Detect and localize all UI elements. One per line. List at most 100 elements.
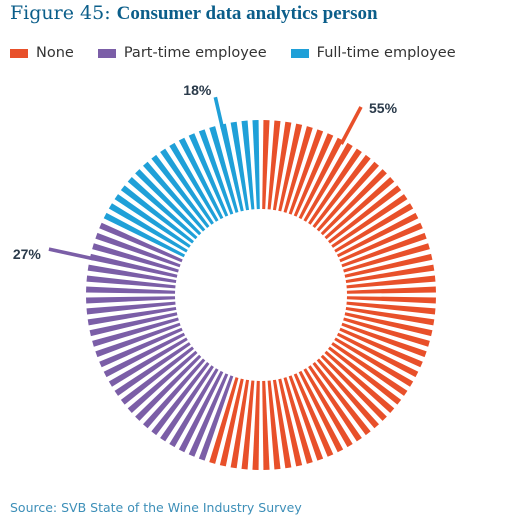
bar-part-time-employee xyxy=(188,373,229,457)
legend-item-part-time: Part-time employee xyxy=(97,45,267,61)
bar-full-time-employee xyxy=(127,177,198,240)
bar-none xyxy=(345,306,435,326)
bar-part-time-employee xyxy=(103,332,186,378)
bar-none xyxy=(344,312,433,337)
bar-full-time-employee xyxy=(108,203,188,253)
bar-part-time-employee xyxy=(92,243,179,273)
bar-none xyxy=(308,148,362,225)
bar-none xyxy=(341,322,427,358)
bar-none xyxy=(278,378,303,467)
bar-none xyxy=(272,121,292,211)
bar-full-time-employee xyxy=(120,185,194,244)
bar-part-time-employee xyxy=(86,301,176,315)
bar-none xyxy=(343,243,430,273)
bar-none xyxy=(241,380,255,470)
legend-swatch-part-time xyxy=(97,48,116,58)
bar-none xyxy=(346,286,436,294)
bar-full-time-employee xyxy=(198,129,234,215)
bar-part-time-employee xyxy=(160,365,214,442)
bar-full-time-employee xyxy=(209,126,239,213)
bar-none xyxy=(334,203,414,253)
data-label-full-time-employee: 18% xyxy=(183,82,212,98)
bar-none xyxy=(230,379,250,469)
bar-full-time-employee xyxy=(143,161,206,232)
legend-label-full-time: Full-time employee xyxy=(316,45,456,61)
bar-full-time-employee xyxy=(151,154,210,228)
bar-part-time-employee xyxy=(120,346,194,405)
bar-part-time-employee xyxy=(99,327,183,368)
bar-none xyxy=(298,137,344,220)
bar-full-time-employee xyxy=(178,137,224,220)
bar-none xyxy=(324,350,395,413)
bar-full-time-employee xyxy=(160,148,214,225)
bar-none xyxy=(312,362,371,436)
bar-part-time-employee xyxy=(87,306,177,326)
data-label-part-time-employee: 27% xyxy=(13,246,42,262)
bar-none xyxy=(339,327,423,368)
bar-none xyxy=(272,379,292,469)
bar-none xyxy=(316,358,379,429)
bar-none xyxy=(341,232,427,268)
bar-part-time-employee xyxy=(108,337,188,387)
data-label-none: 55% xyxy=(369,100,398,116)
bar-part-time-employee xyxy=(178,370,224,453)
legend-item-full-time: Full-time employee xyxy=(290,45,456,61)
bar-none xyxy=(344,253,433,278)
bar-full-time-employee xyxy=(169,142,219,222)
bar-none xyxy=(331,342,408,396)
source-note: Source: SVB State of the Wine Industry S… xyxy=(10,500,302,515)
bar-none xyxy=(303,142,353,222)
bar-none xyxy=(303,368,353,448)
bar-none xyxy=(345,264,435,284)
bar-part-time-employee xyxy=(95,232,181,268)
bar-part-time-employee xyxy=(95,322,181,358)
bar-none xyxy=(339,222,423,263)
bar-none xyxy=(262,380,270,470)
bar-part-time-employee xyxy=(86,296,176,304)
legend: None Part-time employee Full-time employ… xyxy=(10,42,480,64)
bar-none xyxy=(267,120,281,210)
bar-none xyxy=(252,380,260,470)
bar-part-time-employee xyxy=(127,350,198,413)
leader-line-full-time-employee xyxy=(213,96,225,129)
bar-part-time-employee xyxy=(169,368,219,448)
bar-full-time-employee xyxy=(103,212,186,258)
bar-none xyxy=(278,123,303,212)
bar-none xyxy=(283,377,313,464)
bar-part-time-employee xyxy=(151,362,210,436)
bar-none xyxy=(288,375,324,461)
legend-swatch-full-time xyxy=(290,48,309,58)
bar-part-time-employee xyxy=(198,375,234,461)
figure-number: Figure 45: xyxy=(10,2,117,24)
chart-title: Figure 45: Consumer data analytics perso… xyxy=(10,2,378,25)
bar-none xyxy=(267,380,281,470)
legend-item-none: None xyxy=(10,45,74,61)
bar-part-time-employee xyxy=(92,317,179,347)
legend-swatch-none xyxy=(10,48,28,58)
bar-part-time-employee xyxy=(114,342,191,396)
bar-none xyxy=(328,185,402,244)
legend-label-none: None xyxy=(36,45,74,61)
bar-none xyxy=(336,212,419,258)
bar-none xyxy=(283,126,313,213)
bar-part-time-employee xyxy=(86,286,176,294)
bar-part-time-employee xyxy=(89,312,178,337)
bar-full-time-employee xyxy=(252,120,260,210)
bar-none xyxy=(308,365,362,442)
bar-part-time-employee xyxy=(87,264,177,284)
bar-none xyxy=(293,133,334,217)
bar-part-time-employee xyxy=(135,354,202,421)
bar-none xyxy=(336,332,419,378)
bar-none xyxy=(293,373,334,457)
leader-line-none xyxy=(339,106,363,145)
bar-none xyxy=(288,129,324,215)
bar-none xyxy=(209,377,239,464)
bar-full-time-employee xyxy=(135,169,202,236)
bar-part-time-employee xyxy=(143,358,206,429)
bar-none xyxy=(320,169,387,236)
leader-line-part-time-employee xyxy=(48,247,95,261)
bar-none xyxy=(262,120,270,210)
bar-part-time-employee xyxy=(99,222,183,263)
bar-none xyxy=(346,301,436,315)
bar-none xyxy=(298,370,344,453)
